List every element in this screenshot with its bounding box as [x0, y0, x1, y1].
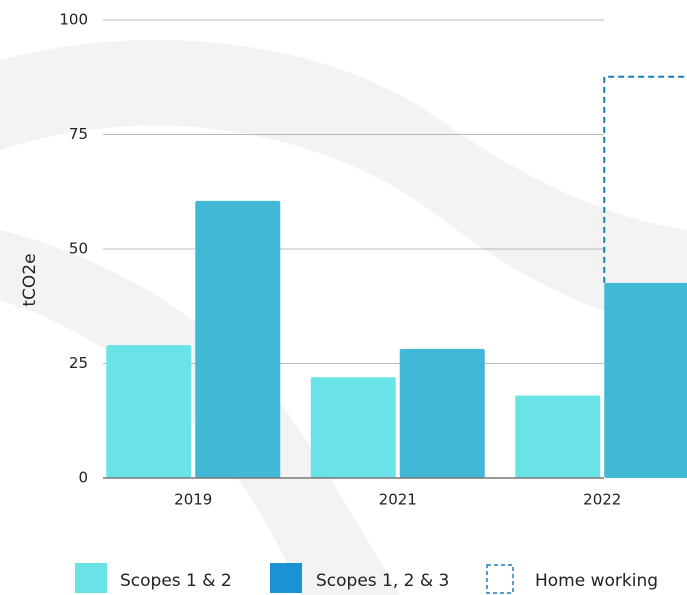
legend-label: Scopes 1, 2 & 3 — [316, 571, 449, 591]
x-tick-label: 2021 — [379, 491, 417, 509]
legend-swatch — [270, 563, 302, 593]
bar — [515, 396, 600, 478]
y-axis-label: tCO2e — [20, 253, 40, 306]
bar — [106, 345, 191, 478]
y-tick-label: 0 — [78, 469, 88, 487]
x-tick-label: 2022 — [583, 491, 621, 509]
bar — [400, 349, 485, 478]
x-tick-label: 2019 — [174, 491, 212, 509]
legend-label: Scopes 1 & 2 — [120, 571, 232, 591]
bar — [604, 283, 687, 478]
chart: tCO2e 0 25 50 75 100 2019 2021 2022 Scopes 1 & 2… — [0, 0, 687, 595]
bar — [195, 201, 280, 478]
y-tick-label: 100 — [59, 11, 88, 29]
legend-swatch — [487, 565, 513, 593]
y-tick-label: 50 — [69, 240, 88, 258]
legend-swatch — [75, 563, 107, 593]
bar — [311, 377, 396, 478]
y-tick-label: 25 — [69, 354, 88, 372]
legend-label: Home working — [535, 571, 658, 591]
background-swoosh — [0, 40, 687, 595]
y-tick-label: 75 — [69, 125, 88, 143]
